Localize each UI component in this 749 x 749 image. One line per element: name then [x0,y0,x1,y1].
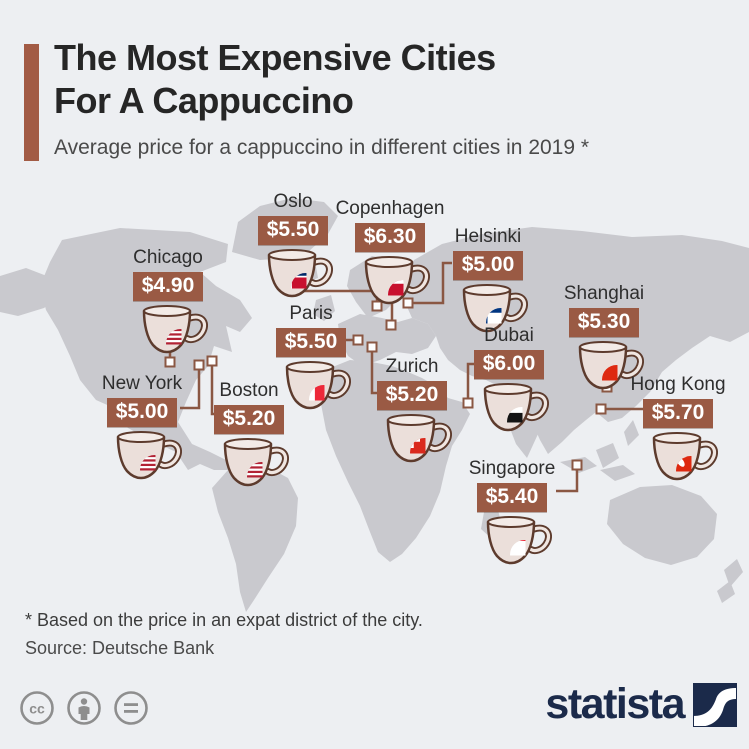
city-label: Paris [289,303,333,324]
cappuccino-cup [578,341,644,390]
city-group: Zurich $5.20 [346,356,478,467]
city-label: Zurich [385,356,439,377]
france-flag-icon [309,385,325,401]
price-badge: $5.20 [213,405,285,434]
city-group: Paris $5.50 [245,303,377,414]
city-group: Copenhagen $6.30 [324,198,456,309]
city-map-marker [164,356,176,368]
source-note: Source: Deutsche Bank [25,638,215,658]
price-badge: $5.30 [568,308,640,337]
city-map-marker [366,341,378,353]
cappuccino-cup [486,516,552,565]
statista-brand: statista [545,680,737,729]
city-label: Shanghai [563,283,645,304]
chart-title-line2: For A Cappuccino [54,80,354,121]
city-label: Dubai [484,325,534,346]
price-badge: $6.00 [473,350,545,379]
cappuccino-cup [652,432,718,481]
cappuccino-cup [462,284,528,333]
accent-bar [24,44,39,161]
chart-title: The Most Expensive Cities For A Cappucci… [54,36,496,122]
cappuccino-cup [364,256,430,305]
price-badge: $5.00 [106,398,178,427]
attribution-icon [67,691,101,725]
price-badge: $6.30 [354,223,426,252]
city-group: Oslo $5.50 [227,191,359,302]
city-map-marker [206,355,218,367]
city-label: Helsinki [454,226,522,247]
city-label: Boston [219,380,279,401]
city-group: New York $5.00 [76,373,208,484]
connector-line [556,470,579,493]
statista-wordmark: statista [545,680,685,728]
cappuccino-cup [483,383,549,432]
city-label: Hong Kong [630,374,726,395]
cappuccino-cup [223,438,289,487]
cappuccino-cup [285,361,351,410]
connector-line [413,261,452,305]
price-badge: $5.40 [476,483,548,512]
city-map-marker [462,397,474,409]
price-badge: $5.50 [275,328,347,357]
connector-line [180,370,201,410]
city-group: Singapore $5.40 [446,458,578,569]
chart-subtitle: Average price for a cappuccino in differ… [54,136,590,159]
city-group: Hong Kong $5.70 [612,374,744,485]
price-badge: $5.20 [376,381,448,410]
footnote: * Based on the price in an expat distric… [25,610,423,630]
city-map-marker [402,297,414,309]
statista-logo-icon [693,682,737,727]
price-badge: $4.90 [132,272,204,301]
no-derivatives-icon [114,691,148,725]
city-map-marker [371,300,383,312]
price-badge: $5.50 [257,216,329,245]
price-badge: $5.00 [452,251,524,280]
svg-text:cc: cc [29,701,45,717]
city-group: Shanghai $5.30 [538,283,670,394]
city-group: Dubai $6.00 [443,325,575,436]
cappuccino-cup [142,305,208,354]
city-label: New York [101,373,183,394]
city-group: Chicago $4.90 [102,247,234,358]
city-group: Helsinki $5.00 [422,226,554,337]
city-map-marker [595,403,607,415]
connector-line [370,352,379,395]
city-map-marker [193,359,205,371]
city-label: Singapore [468,458,556,479]
price-badge: $5.70 [642,399,714,428]
cc-icon [20,691,54,725]
chart-title-line1: The Most Expensive Cities [54,37,496,78]
city-label: Chicago [133,247,203,268]
city-label: Copenhagen [335,198,445,219]
cappuccino-cup [116,431,182,480]
city-map-marker [571,459,583,471]
cappuccino-cup [267,249,333,298]
license-icons: cc [20,691,148,725]
uae-flag-icon [507,407,523,423]
city-label: Oslo [273,191,313,212]
city-map-marker [352,334,364,346]
city-group: Boston $5.20 [183,380,315,491]
city-map-marker [385,319,397,331]
cappuccino-cup [386,414,452,463]
